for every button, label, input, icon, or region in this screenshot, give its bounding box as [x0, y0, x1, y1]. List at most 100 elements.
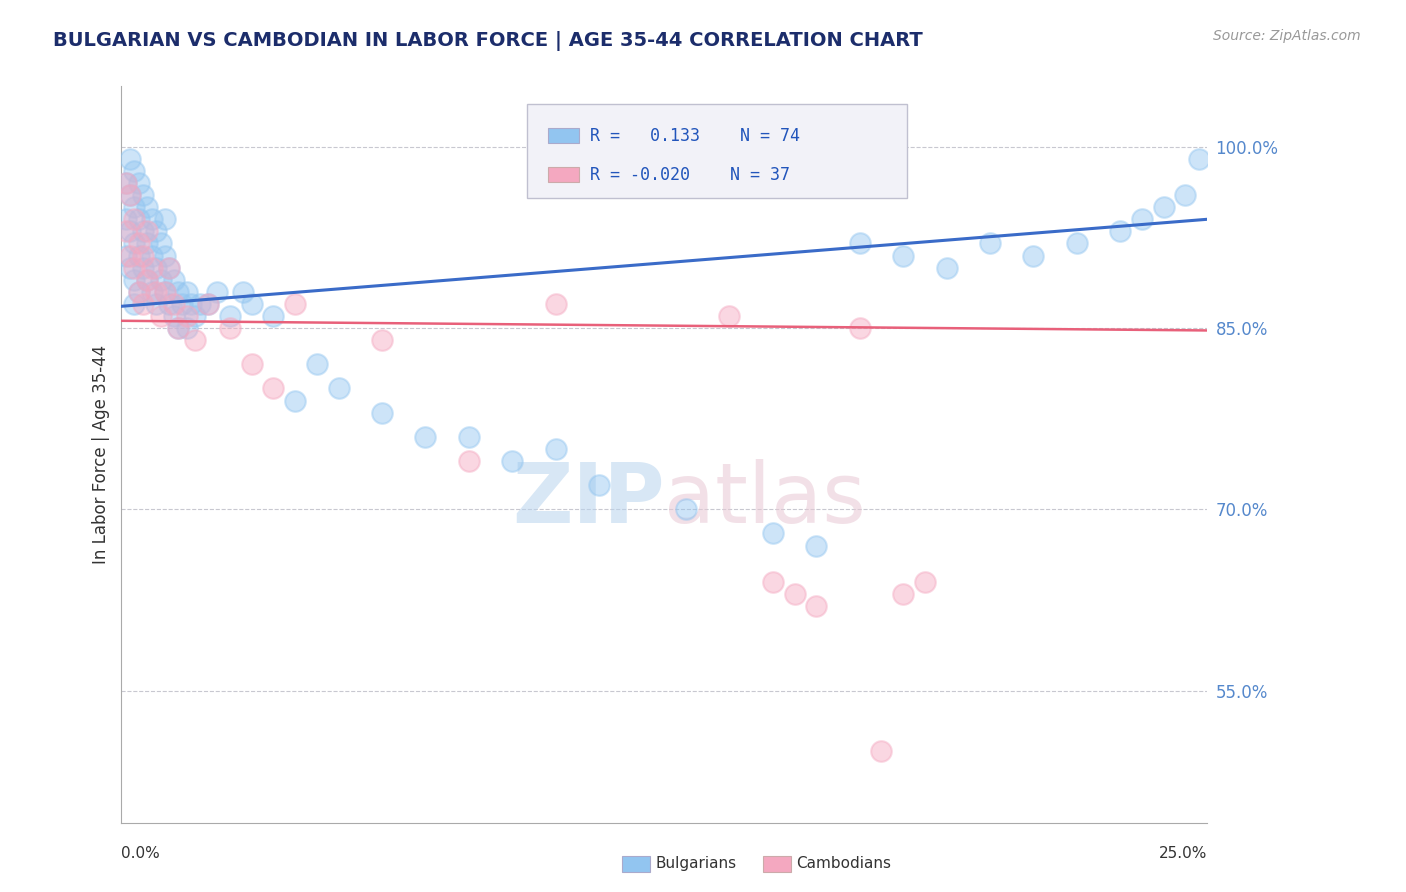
Point [128, 285, 150, 299]
Point [544, 442, 567, 456]
Point [136, 273, 159, 287]
Text: BULGARIAN VS CAMBODIAN IN LABOR FORCE | AGE 35-44 CORRELATION CHART: BULGARIAN VS CAMBODIAN IN LABOR FORCE | … [53, 31, 924, 51]
Point [219, 321, 242, 335]
Point [124, 260, 146, 275]
Point [128, 285, 150, 299]
Point [124, 297, 146, 311]
Point [328, 381, 350, 395]
Point [167, 321, 190, 335]
Point [124, 273, 146, 287]
Point [1153, 200, 1175, 214]
Text: R = -0.020    N = 37: R = -0.020 N = 37 [591, 166, 790, 184]
Text: R =   0.133    N = 74: R = 0.133 N = 74 [591, 127, 800, 145]
Point [128, 212, 150, 227]
Y-axis label: In Labor Force | Age 35-44: In Labor Force | Age 35-44 [93, 345, 110, 565]
Point [284, 297, 307, 311]
Point [675, 502, 697, 516]
Point [371, 333, 394, 347]
Point [114, 176, 136, 190]
Point [136, 273, 159, 287]
Point [979, 236, 1001, 251]
Point [157, 260, 180, 275]
Point [128, 236, 150, 251]
Point [167, 321, 190, 335]
Point [124, 164, 146, 178]
Text: 25.0%: 25.0% [1159, 846, 1208, 861]
Point [114, 224, 136, 238]
Point [544, 297, 567, 311]
Point [114, 176, 136, 190]
Point [1187, 152, 1209, 166]
Point [120, 152, 142, 166]
Point [162, 273, 184, 287]
Point [806, 599, 828, 613]
Point [205, 285, 228, 299]
Point [262, 309, 284, 323]
Text: Source: ZipAtlas.com: Source: ZipAtlas.com [1213, 29, 1361, 43]
Point [132, 297, 155, 311]
Point [176, 309, 198, 323]
Point [145, 224, 167, 238]
Point [914, 574, 936, 589]
Point [128, 248, 150, 262]
Point [153, 285, 176, 299]
Point [219, 309, 242, 323]
Point [718, 309, 741, 323]
Point [870, 744, 893, 758]
Point [141, 248, 163, 262]
Point [176, 285, 198, 299]
Point [136, 236, 159, 251]
Text: ZIP: ZIP [512, 458, 664, 540]
Point [120, 224, 142, 238]
Point [149, 236, 172, 251]
Point [501, 454, 523, 468]
Point [1174, 188, 1197, 202]
Point [457, 454, 479, 468]
Point [114, 248, 136, 262]
Point [188, 297, 211, 311]
Point [153, 285, 176, 299]
Point [588, 478, 610, 492]
Point [132, 260, 155, 275]
Point [197, 297, 219, 311]
Point [162, 309, 184, 323]
Point [762, 574, 785, 589]
Point [167, 285, 190, 299]
Point [136, 200, 159, 214]
Point [197, 297, 219, 311]
Point [157, 297, 180, 311]
Point [457, 430, 479, 444]
Point [145, 297, 167, 311]
Point [124, 200, 146, 214]
Point [935, 260, 957, 275]
Point [120, 248, 142, 262]
Point [305, 357, 328, 371]
Point [120, 260, 142, 275]
Point [153, 248, 176, 262]
Point [153, 212, 176, 227]
Point [162, 297, 184, 311]
Point [371, 406, 394, 420]
Point [891, 248, 914, 262]
Point [132, 248, 155, 262]
Point [141, 212, 163, 227]
Point [1130, 212, 1153, 227]
Text: Bulgarians: Bulgarians [655, 856, 737, 871]
Point [783, 587, 806, 601]
Point [149, 273, 172, 287]
Point [136, 224, 159, 238]
Text: 0.0%: 0.0% [121, 846, 160, 861]
Text: Cambodians: Cambodians [796, 856, 891, 871]
Point [114, 212, 136, 227]
Point [232, 285, 254, 299]
Point [1109, 224, 1132, 238]
Point [848, 321, 870, 335]
Point [124, 212, 146, 227]
Point [120, 188, 142, 202]
Text: atlas: atlas [664, 458, 866, 540]
Point [762, 526, 785, 541]
Point [145, 285, 167, 299]
Point [141, 285, 163, 299]
Point [240, 297, 263, 311]
Point [145, 260, 167, 275]
